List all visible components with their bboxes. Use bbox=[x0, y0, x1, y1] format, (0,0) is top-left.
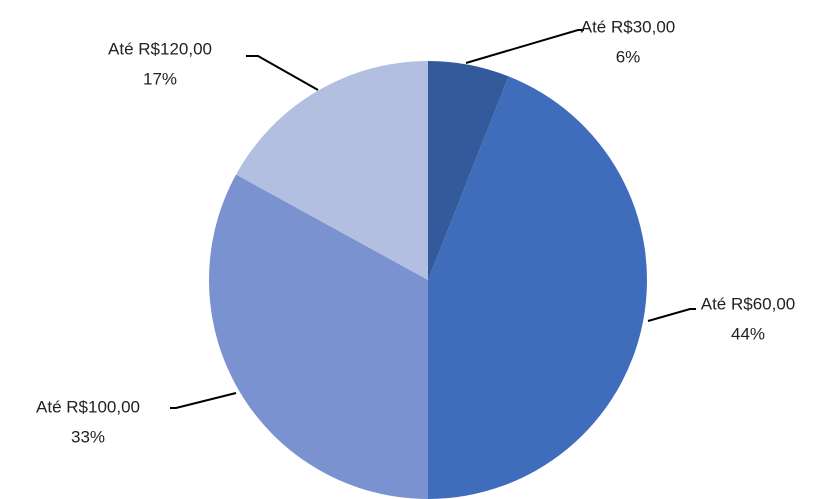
pie-slice bbox=[236, 61, 428, 280]
slice-label: Até R$120,00 bbox=[108, 39, 212, 58]
leader-line bbox=[465, 29, 584, 64]
leader-line bbox=[170, 392, 237, 409]
slice-value-label: 44% bbox=[731, 324, 765, 343]
slice-value-label: 17% bbox=[143, 69, 177, 88]
slice-value-label: 33% bbox=[71, 427, 105, 446]
slice-value-label: 6% bbox=[616, 47, 641, 66]
pie-slice bbox=[209, 174, 428, 499]
pie-slice bbox=[428, 76, 647, 499]
leader-line bbox=[647, 308, 696, 322]
slice-label: Até R$30,00 bbox=[581, 17, 676, 36]
pie-slice bbox=[428, 61, 509, 280]
leader-line bbox=[246, 55, 319, 91]
slice-label: Até R$100,00 bbox=[36, 397, 140, 416]
slice-label: Até R$60,00 bbox=[701, 294, 796, 313]
